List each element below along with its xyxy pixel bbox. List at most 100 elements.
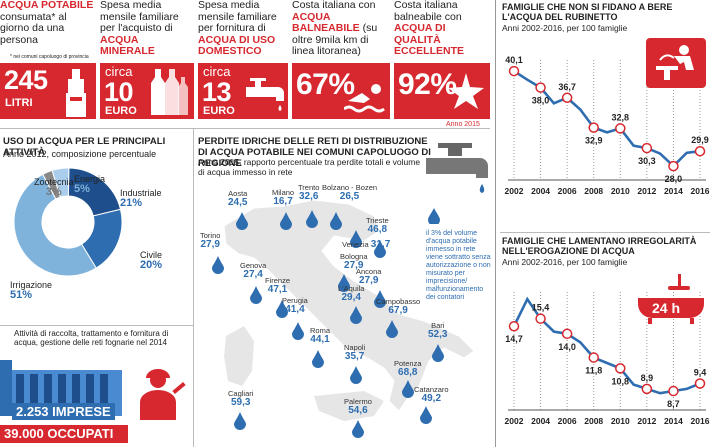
city-milano: Milano 16,7 — [272, 189, 294, 207]
data-point — [561, 92, 573, 104]
water-drop-icon — [432, 344, 444, 362]
city-value: 27,4 — [243, 269, 263, 280]
donut-label-irrigazione: Irrigazione 51% — [10, 280, 52, 301]
divider — [193, 128, 194, 447]
stat-value-box: 245 LITRI — [0, 63, 96, 119]
stat-value-box: circa 13 EURO — [198, 63, 288, 119]
data-label: 14,0 — [558, 342, 576, 352]
city-aosta: Aosta 24,5 — [228, 190, 247, 208]
stat-label-highlight: ACQUA DI USO DOMESTICO — [198, 33, 276, 57]
water-drop-icon — [352, 420, 364, 438]
data-point — [615, 363, 626, 374]
city-name: Trieste — [366, 216, 389, 225]
data-label: 14,7 — [505, 334, 523, 344]
data-label: 10,8 — [612, 376, 630, 386]
water-drop-icon — [280, 212, 292, 230]
stat-label-highlight: ACQUA MINERALE — [100, 33, 155, 57]
data-label: 9,4 — [694, 367, 707, 377]
x-tick-label: 2014 — [664, 416, 683, 426]
slice-value: 3% — [45, 186, 62, 198]
x-tick-label: 2012 — [637, 416, 656, 426]
city-value: 26,5 — [339, 191, 360, 202]
faucet-icon — [246, 78, 284, 111]
data-label: 32,9 — [585, 136, 603, 146]
data-label: 30,3 — [638, 156, 656, 166]
data-point — [561, 328, 573, 340]
city-value: 67,9 — [388, 305, 408, 316]
x-tick-label: 2010 — [611, 186, 630, 196]
water-drop-icon — [250, 286, 262, 304]
city-name: Genova — [240, 261, 267, 270]
data-point — [668, 385, 679, 397]
data-point — [641, 142, 653, 154]
usage-title: USO DI ACQUA PER LE PRINCIPALI ATTIVITÀ — [3, 136, 166, 158]
city-name: Ancona — [356, 267, 382, 276]
water-drop-icon — [374, 240, 386, 258]
data-label: 38,0 — [532, 96, 550, 106]
city-torino: Torino 27,9 — [200, 232, 220, 250]
data-label: 28,0 — [665, 174, 683, 184]
data-point — [694, 145, 706, 157]
data-point — [535, 313, 546, 324]
city-name: Milano — [272, 188, 295, 197]
x-tick-label: 2010 — [611, 416, 630, 426]
city-value: 27,9 — [344, 260, 364, 271]
city-name: Potenza — [394, 359, 422, 368]
chart2-line-chart: 14,7 15,4 14,0 11,8 10,8 8,9 8,7 9,4 2002 2004 200… — [505, 292, 710, 426]
starfish-icon — [448, 73, 484, 109]
stat-note: * nei comuni capoluogo di provincia — [10, 54, 89, 60]
x-tick-label: 2006 — [558, 416, 577, 426]
donut-label-industriale: Industriale 21% — [120, 188, 162, 209]
slice-name: Energia — [74, 174, 106, 184]
losses-subtitle: Anno 2015, rapporto percentuale tra perd… — [198, 157, 421, 177]
x-tick-label: 2004 — [531, 186, 550, 196]
usage-subtitle: Anno 2012, composizione percentuale — [3, 149, 157, 159]
x-tick-label: 2006 — [558, 186, 577, 196]
water-drop-icon — [386, 320, 398, 338]
x-tick-label: 2008 — [584, 186, 603, 196]
water-drop-icon — [350, 230, 362, 248]
city-value: 47,1 — [267, 284, 288, 295]
slice-value: 20% — [140, 259, 163, 271]
stat-label-detail: (su oltre 9mila km di linea litoranea) — [292, 22, 378, 57]
divider — [495, 0, 496, 447]
city-ancona: Ancona 27,9 — [356, 268, 381, 286]
city-value: 49,2 — [421, 393, 442, 404]
water-drop-icon — [402, 380, 414, 398]
city-value: 68,8 — [398, 367, 418, 378]
stat-label-highlight: ACQUA POTABILE — [0, 0, 94, 11]
city-bologna: Bologna 27,9 — [340, 253, 368, 271]
chart1-subtitle: Anni 2002-2016, per 100 famiglie — [502, 23, 628, 33]
city-bari: Bari 52,3 — [428, 322, 447, 340]
italy-map — [223, 199, 475, 421]
data-point — [535, 82, 546, 93]
data-label: 11,8 — [585, 366, 602, 376]
data-label: 40,1 — [505, 55, 523, 65]
city-trieste: Trieste 46,8 — [366, 217, 389, 235]
imprese-count: 2.253 IMPRESE — [12, 403, 115, 420]
x-tick-label: 2016 — [691, 416, 710, 426]
data-point — [615, 123, 626, 134]
data-label: 32,8 — [612, 112, 630, 122]
city-napoli: Napoli 35,7 — [344, 344, 365, 362]
city-value: 24,5 — [228, 197, 248, 208]
water-drop-icon — [428, 208, 440, 224]
slice-value: 21% — [120, 197, 143, 209]
stat-label: Costa italiana balneabile con — [394, 0, 462, 23]
water-drop-icon — [350, 306, 362, 324]
stat-prefix: circa — [203, 64, 231, 79]
city-value: 27,9 — [200, 239, 220, 250]
city-name: Trento — [298, 183, 320, 192]
slice-name: Zootecnia — [34, 177, 74, 187]
city-value: 41,4 — [285, 304, 305, 315]
water-drop-icon — [420, 406, 432, 424]
city-name: Catanzaro — [414, 385, 449, 394]
x-tick-label: 2016 — [691, 186, 710, 196]
city-value: 59,3 — [230, 397, 251, 408]
city-genova: Genova 27,4 — [240, 262, 266, 280]
donut-label-civile: Civile 20% — [140, 250, 163, 271]
stat-drinking-water: ACQUA POTABILE consumata* al giorno da un… — [0, 0, 96, 124]
stat-mineral-water: Spesa media mensile familiare per l'acqu… — [100, 0, 194, 124]
city-value: 46,8 — [367, 224, 388, 235]
city-potenza: Potenza 68,8 — [394, 360, 422, 378]
